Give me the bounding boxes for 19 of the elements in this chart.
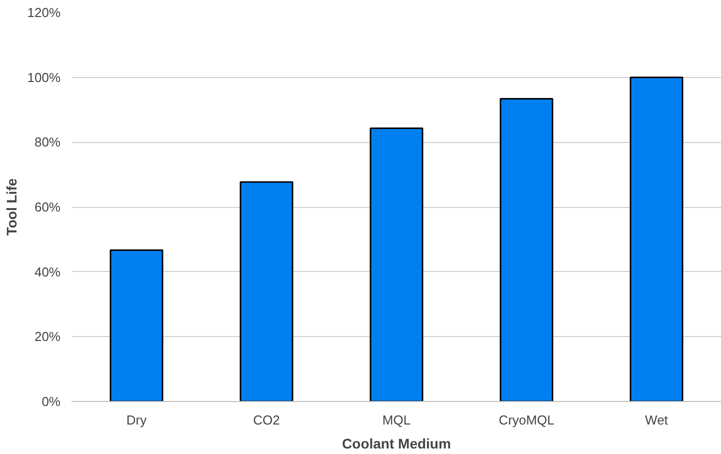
x-tick-label: Wet — [645, 412, 668, 428]
x-tick-label: CryoMQL — [498, 412, 554, 428]
y-tick-label: 100% — [27, 70, 61, 85]
bar — [500, 98, 554, 402]
y-tick-label: 80% — [34, 134, 61, 150]
bar — [240, 181, 294, 402]
y-tick-label: 20% — [34, 329, 61, 344]
x-axis-title: Coolant Medium — [342, 436, 451, 452]
bar — [630, 76, 684, 402]
bar — [370, 127, 424, 402]
bar — [110, 249, 164, 402]
x-tick-label: CO2 — [253, 412, 280, 428]
y-axis-title: Tool Life — [3, 178, 20, 236]
y-tick-label: 40% — [34, 264, 61, 280]
x-tick-label: MQL — [382, 412, 411, 428]
y-tick-label: 60% — [34, 200, 61, 214]
x-tick-label: Dry — [126, 412, 148, 428]
y-tick-label: 120% — [27, 5, 61, 20]
y-tick-label: 0% — [42, 394, 61, 409]
